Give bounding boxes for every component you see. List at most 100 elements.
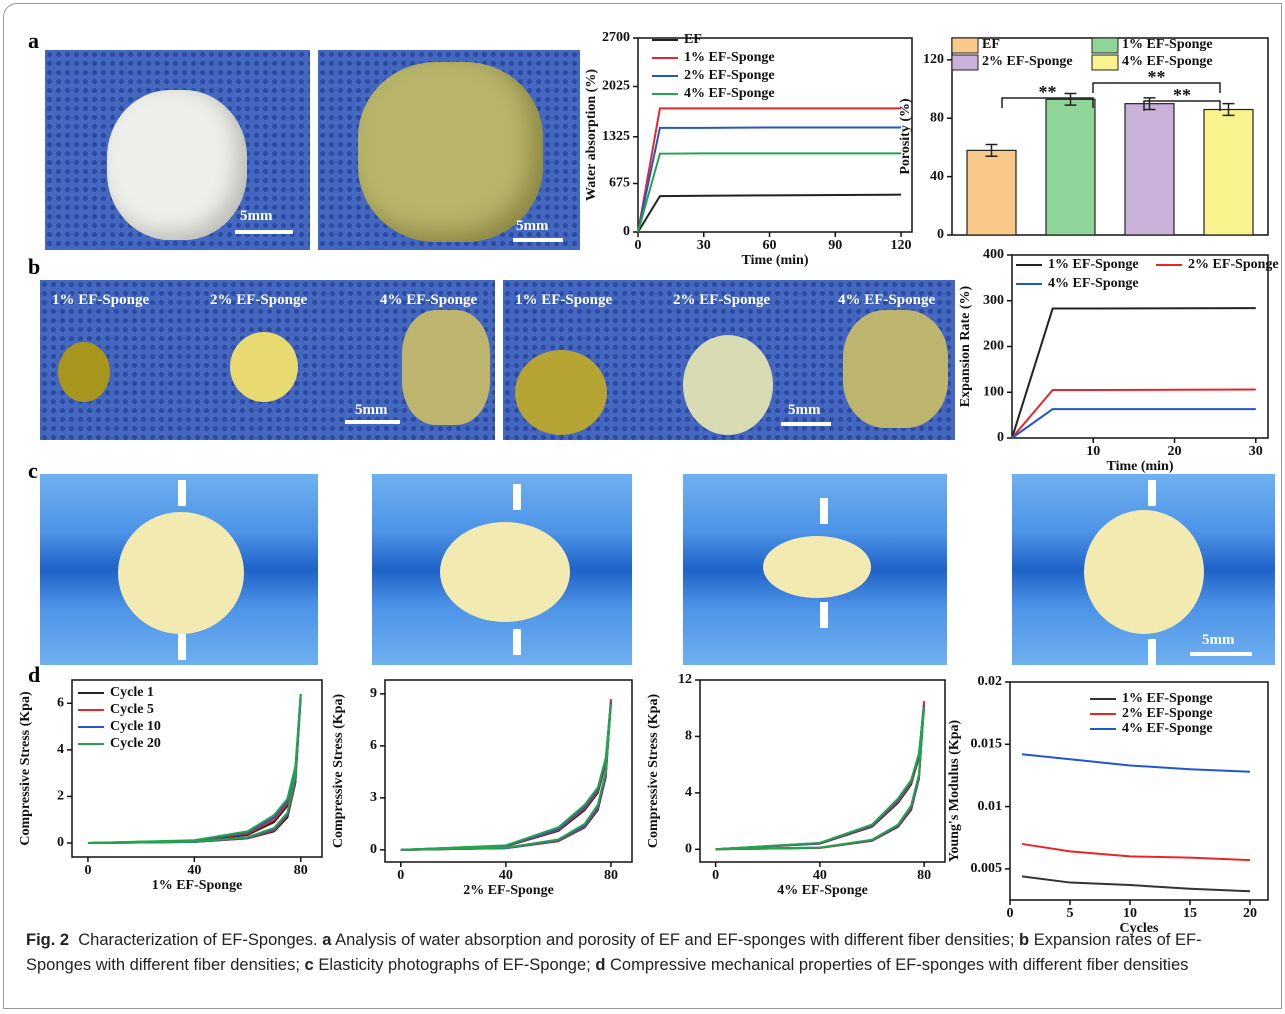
y-tick-label: 4 [685, 785, 692, 800]
caption-letter: c [305, 956, 314, 974]
y-tick-label: 2 [57, 789, 64, 804]
legend-label: 1% EF-Sponge [1122, 37, 1213, 52]
legend-label: 4% EF-Sponge [1048, 276, 1139, 291]
plot-frame [638, 38, 912, 232]
caption-text: Elasticity photographs of EF-Sponge; [318, 956, 590, 974]
x-tick-label: 30 [1249, 444, 1263, 459]
series-line [1012, 308, 1256, 438]
y-tick-label: 120 [923, 52, 944, 67]
caption-text: Compressive mechanical properties of EF-… [610, 956, 1188, 974]
x-tick-label: 40 [187, 863, 201, 878]
x-tick-label: 20 [1243, 906, 1257, 921]
y-tick-label: 6 [57, 696, 64, 711]
charts: 06751325202527000306090120Water absorpti… [0, 0, 1285, 1014]
legend-swatch [952, 55, 978, 70]
plot-frame [385, 680, 632, 862]
x-tick-label: 0 [397, 868, 404, 883]
y-tick-label: 80 [930, 110, 944, 125]
plot-frame [700, 680, 945, 862]
y-tick-label: 100 [983, 384, 1004, 399]
legend-label: 2% EF-Sponge [1122, 706, 1213, 721]
legend-swatch [1092, 55, 1118, 70]
y-axis-label: Young's Modulus (Kpa) [947, 719, 962, 862]
legend-label: Cycle 10 [110, 719, 161, 734]
legend-swatch [1092, 38, 1118, 53]
y-tick-label: 1325 [602, 129, 630, 144]
x-tick-label: 20 [1168, 444, 1182, 459]
legend-label: EF [982, 37, 1000, 52]
x-axis-label: Time (min) [1106, 459, 1173, 474]
series-line [638, 153, 901, 232]
bar [1125, 104, 1174, 235]
series-line [401, 704, 611, 850]
caption-letter: b [1019, 931, 1029, 949]
y-axis-label: Expansion Rate (%) [958, 285, 973, 407]
legend-label: 1% EF-Sponge [1122, 691, 1213, 706]
legend-label: Cycle 1 [110, 685, 154, 700]
x-tick-label: 120 [891, 238, 912, 253]
legend-label: 4% EF-Sponge [1122, 54, 1213, 69]
legend-label: Cycle 5 [110, 702, 154, 717]
series-line [638, 127, 901, 232]
y-tick-label: 0 [997, 430, 1004, 445]
series-line [638, 195, 901, 232]
legend-label: 1% EF-Sponge [684, 50, 775, 65]
bar [1046, 99, 1095, 235]
y-axis-label: Water absorption (%) [584, 69, 599, 201]
x-axis-label: 1% EF-Sponge [152, 878, 243, 893]
x-tick-label: 0 [1007, 906, 1014, 921]
series-line [1022, 754, 1250, 771]
series-line [1022, 844, 1250, 860]
series-line [716, 707, 925, 849]
x-tick-label: 30 [697, 238, 711, 253]
legend-label: EF [684, 32, 702, 47]
series-line [1012, 409, 1256, 438]
annotation: ** [1039, 82, 1057, 102]
y-tick-label: 2025 [602, 79, 630, 94]
x-tick-label: 10 [1086, 444, 1100, 459]
y-tick-label: 0.01 [978, 799, 1003, 814]
x-axis-label: 4% EF-Sponge [777, 883, 868, 898]
y-tick-label: 0 [623, 224, 630, 239]
series-line [1012, 390, 1256, 438]
y-tick-label: 4 [57, 742, 64, 757]
y-tick-label: 675 [609, 176, 630, 191]
figure: a b c d 5mm 5mm 1% EF-Sponge 2% EF-Spong… [0, 0, 1285, 1014]
x-tick-label: 80 [917, 868, 931, 883]
x-tick-label: 5 [1067, 906, 1074, 921]
y-tick-label: 2700 [602, 30, 630, 45]
annotation: ** [1148, 67, 1166, 87]
y-axis-label: Compressive Stress (Kpa) [646, 694, 661, 849]
bar [967, 150, 1016, 235]
x-tick-label: 0 [635, 238, 642, 253]
y-tick-label: 6 [370, 738, 377, 753]
y-tick-label: 8 [685, 729, 692, 744]
x-axis-label: 2% EF-Sponge [463, 883, 554, 898]
y-tick-label: 0 [685, 842, 692, 857]
caption-label: Fig. 2 [26, 931, 69, 949]
y-tick-label: 0 [937, 227, 944, 242]
y-tick-label: 3 [370, 790, 377, 805]
caption-letter: d [595, 956, 605, 974]
legend-label: 2% EF-Sponge [982, 54, 1073, 69]
x-axis-label: Time (min) [741, 253, 808, 268]
x-tick-label: 15 [1183, 906, 1197, 921]
legend-label: 1% EF-Sponge [1048, 257, 1139, 272]
y-tick-label: 0 [57, 835, 64, 850]
y-tick-label: 0.005 [971, 861, 1003, 876]
y-axis-label: Compressive Stress (Kpa) [331, 694, 346, 849]
x-tick-label: 60 [763, 238, 777, 253]
legend-label: 2% EF-Sponge [1188, 257, 1279, 272]
x-tick-label: 0 [712, 868, 719, 883]
legend-label: Cycle 20 [110, 736, 161, 751]
caption-letter: a [322, 931, 331, 949]
y-tick-label: 400 [983, 247, 1004, 262]
x-tick-label: 90 [828, 238, 842, 253]
x-tick-label: 40 [499, 868, 513, 883]
caption-title: Characterization of EF-Sponges. [78, 931, 317, 949]
y-tick-label: 0.015 [971, 737, 1003, 752]
y-tick-label: 0.02 [978, 674, 1003, 689]
y-tick-label: 9 [370, 686, 377, 701]
series-line [1022, 876, 1250, 891]
x-tick-label: 80 [604, 868, 618, 883]
